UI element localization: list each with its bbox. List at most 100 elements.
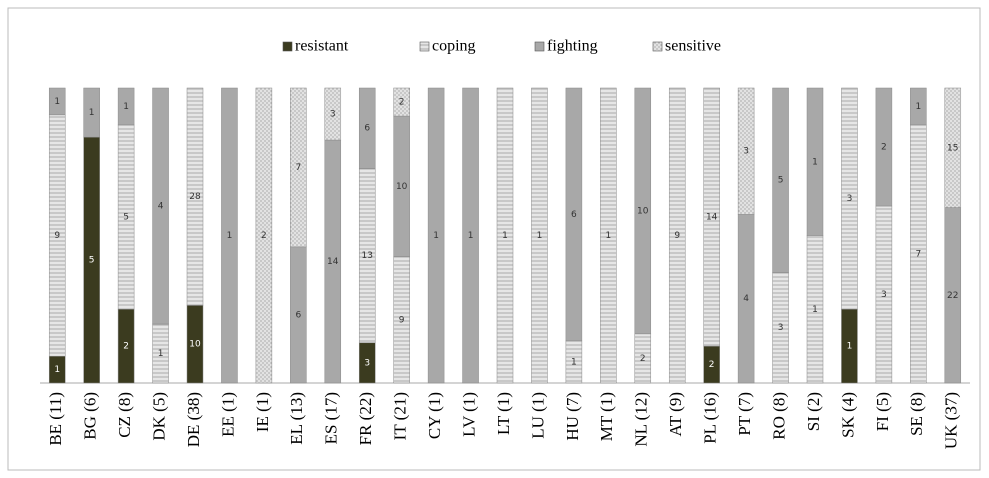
data-label: 2 xyxy=(881,143,887,153)
data-label: 22 xyxy=(947,291,958,301)
data-label: 13 xyxy=(361,251,372,261)
x-tick-label: AT (9) xyxy=(666,392,685,437)
data-label: 1 xyxy=(54,365,60,375)
bar-segment xyxy=(703,87,720,347)
data-label: 2 xyxy=(399,98,405,108)
data-label: 1 xyxy=(468,231,474,241)
x-tick-label: SI (2) xyxy=(804,392,823,431)
x-tick-label: SE (8) xyxy=(907,392,926,436)
x-tick-label: EL (13) xyxy=(287,392,306,445)
data-label: 3 xyxy=(881,290,887,300)
bar-segment xyxy=(324,87,342,141)
data-label: 9 xyxy=(399,315,405,325)
legend-swatch xyxy=(282,41,293,52)
x-tick-label: FR (22) xyxy=(356,392,375,445)
data-label: 7 xyxy=(915,249,921,259)
data-label: 1 xyxy=(571,357,577,367)
x-tick-label: PT (7) xyxy=(735,392,754,436)
bar-segment xyxy=(393,87,410,117)
legend-swatch xyxy=(534,41,545,52)
x-tick-label: PL (16) xyxy=(701,392,720,444)
data-label: 5 xyxy=(123,213,129,223)
bar-segment xyxy=(531,87,548,384)
data-label: 6 xyxy=(295,310,301,320)
data-label: 2 xyxy=(709,360,715,370)
data-label: 10 xyxy=(189,340,201,350)
data-label: 2 xyxy=(261,231,267,241)
x-tick-label: UK (37) xyxy=(942,392,961,449)
data-label: 1 xyxy=(847,342,853,352)
data-label: 2 xyxy=(640,354,646,364)
x-tick-label: CY (1) xyxy=(425,392,444,439)
bar-segment xyxy=(83,87,100,138)
data-label: 1 xyxy=(605,231,611,241)
x-tick-label: DE (38) xyxy=(184,392,203,447)
data-label: 3 xyxy=(778,323,784,333)
data-label: 6 xyxy=(364,124,370,134)
legend-swatch xyxy=(419,41,430,52)
data-label: 10 xyxy=(396,182,408,192)
data-label: 14 xyxy=(706,213,718,223)
bar-segment xyxy=(117,87,135,126)
data-label: 9 xyxy=(674,231,680,241)
bar-segment xyxy=(152,87,169,325)
x-tick-label: NL (12) xyxy=(632,392,651,447)
x-tick-label: SK (4) xyxy=(838,392,857,438)
data-label: 6 xyxy=(571,210,577,220)
bar-segment xyxy=(186,87,204,306)
bar-segment xyxy=(910,87,927,126)
legend-label: resistant xyxy=(295,38,349,55)
x-tick-label: EE (1) xyxy=(218,392,237,437)
data-label: 4 xyxy=(743,294,749,304)
x-tick-label: HU (7) xyxy=(563,392,582,441)
data-label: 3 xyxy=(364,358,370,368)
data-label: 28 xyxy=(189,192,201,202)
data-label: 1 xyxy=(812,157,818,167)
x-tick-label: MT (1) xyxy=(597,392,616,441)
legend-swatch xyxy=(652,41,663,52)
bar-segment xyxy=(48,87,66,116)
x-tick-label: BG (6) xyxy=(81,392,100,440)
legend-label: fighting xyxy=(547,38,598,55)
data-label: 1 xyxy=(227,231,233,241)
x-tick-label: ES (17) xyxy=(322,392,341,444)
bar-segment xyxy=(462,87,479,384)
x-tick-label: DK (5) xyxy=(149,392,168,441)
data-label: 1 xyxy=(54,97,60,107)
bar-segment xyxy=(737,87,755,215)
data-label: 15 xyxy=(947,143,958,153)
data-label: 1 xyxy=(158,349,164,359)
data-label: 1 xyxy=(89,108,95,118)
bar-segment xyxy=(290,87,307,248)
x-tick-label: CZ (8) xyxy=(115,392,134,438)
data-label: 3 xyxy=(743,147,749,157)
data-label: 1 xyxy=(537,231,543,241)
data-label: 10 xyxy=(637,206,649,216)
legend-label: coping xyxy=(432,38,476,55)
bar-segment xyxy=(772,87,789,273)
data-label: 3 xyxy=(847,194,853,204)
bar-segment xyxy=(496,87,514,384)
legend-label: sensitive xyxy=(665,38,721,55)
x-tick-label: LV (1) xyxy=(459,392,478,437)
x-tick-label: IE (1) xyxy=(253,392,272,432)
data-label: 2 xyxy=(123,342,129,352)
bar-segment xyxy=(875,87,893,207)
data-label: 5 xyxy=(89,256,95,266)
data-label: 1 xyxy=(433,231,439,241)
x-tick-label: RO (8) xyxy=(769,392,788,440)
bar-segment xyxy=(358,87,376,169)
data-label: 9 xyxy=(54,231,60,241)
bar-segment xyxy=(221,87,238,384)
bar-segment xyxy=(427,87,445,384)
bar-segment xyxy=(634,87,652,335)
x-tick-label: LU (1) xyxy=(528,392,547,439)
bar-segment xyxy=(668,87,686,384)
data-label: 7 xyxy=(295,163,301,173)
x-tick-label: IT (21) xyxy=(391,392,410,440)
data-label: 5 xyxy=(778,176,784,186)
data-label: 4 xyxy=(158,202,164,212)
bar-segment xyxy=(841,87,858,310)
